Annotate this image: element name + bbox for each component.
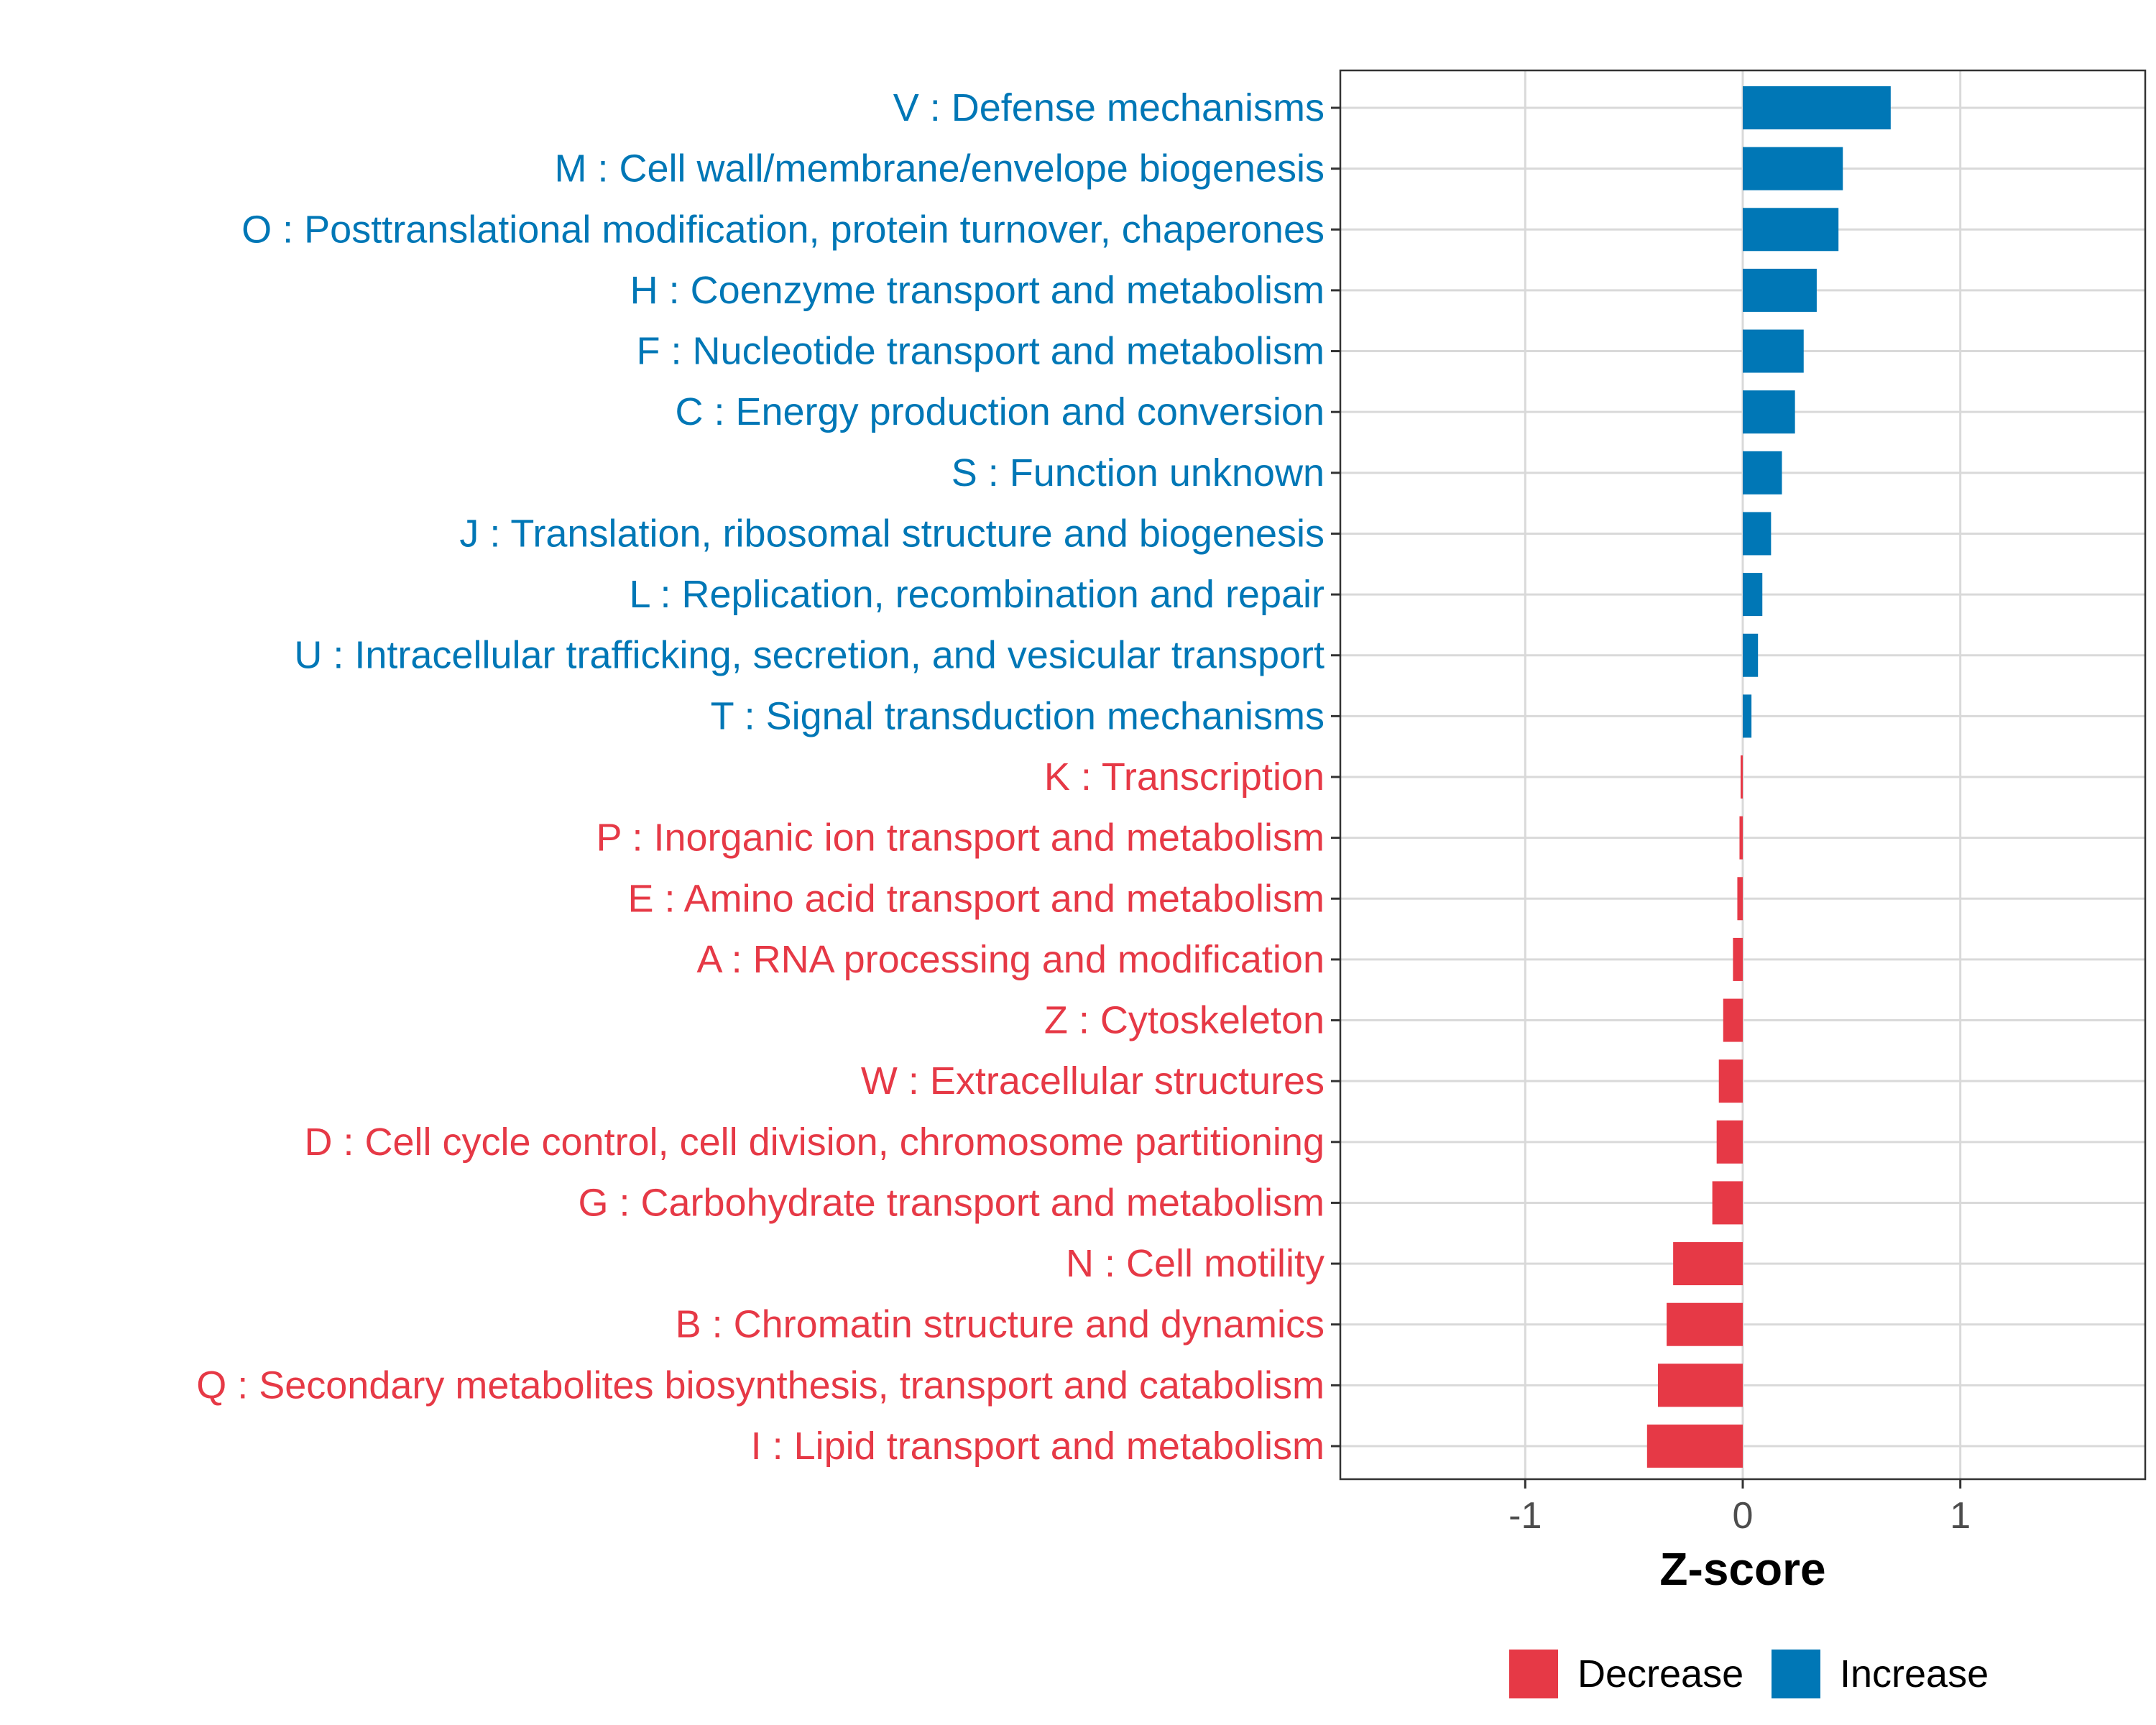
legend-key-decrease xyxy=(1509,1650,1558,1698)
bar xyxy=(1740,755,1743,799)
category-labels: V : Defense mechanisms M : Cell wall/memb… xyxy=(196,86,1325,1468)
category-label: L : Replication, recombination and repai… xyxy=(629,573,1325,616)
bar xyxy=(1743,451,1782,494)
bar xyxy=(1743,208,1839,252)
category-label: K : Transcription xyxy=(1044,755,1325,799)
category-label: J : Translation, ribosomal structure and… xyxy=(459,512,1325,555)
bar xyxy=(1673,1242,1743,1286)
bar xyxy=(1743,329,1804,373)
bar xyxy=(1667,1302,1743,1346)
category-label: W : Extracellular structures xyxy=(861,1059,1325,1103)
bar xyxy=(1723,998,1743,1042)
bar xyxy=(1712,1181,1743,1225)
category-label: M : Cell wall/membrane/envelope biogenes… xyxy=(554,147,1325,190)
x-tick-label: -1 xyxy=(1508,1495,1542,1537)
bar xyxy=(1733,937,1743,981)
category-label: N : Cell motility xyxy=(1066,1242,1325,1285)
bar xyxy=(1737,877,1743,921)
bar xyxy=(1743,633,1759,677)
legend-key-increase xyxy=(1772,1650,1820,1698)
x-tick-label: 1 xyxy=(1950,1495,1971,1537)
bar xyxy=(1743,512,1772,556)
bar xyxy=(1743,268,1817,312)
y-axis-ticks xyxy=(1331,106,1340,1448)
category-label: Q : Secondary metabolites biosynthesis, … xyxy=(196,1363,1325,1407)
bar xyxy=(1739,816,1743,860)
bar xyxy=(1743,86,1891,129)
category-label: U : Intracellular trafficking, secretion… xyxy=(294,634,1325,677)
bar xyxy=(1646,1425,1743,1468)
category-label: C : Energy production and conversion xyxy=(675,390,1325,433)
legend-label-increase: Increase xyxy=(1840,1652,1989,1696)
category-label: H : Coenzyme transport and metabolism xyxy=(630,269,1325,312)
category-label: D : Cell cycle control, cell division, c… xyxy=(304,1121,1325,1164)
bars xyxy=(1646,86,1891,1468)
bar xyxy=(1743,573,1763,617)
category-label: E : Amino acid transport and metabolism xyxy=(628,877,1325,920)
x-tick-label: 0 xyxy=(1733,1495,1754,1537)
bar xyxy=(1718,1059,1743,1103)
legend: Decrease Increase xyxy=(1509,1650,1989,1698)
category-label: V : Defense mechanisms xyxy=(893,86,1325,129)
legend-label-decrease: Decrease xyxy=(1577,1652,1743,1696)
category-label: Z : Cytoskeleton xyxy=(1044,999,1325,1042)
bar xyxy=(1743,147,1843,190)
category-label: T : Signal transduction mechanisms xyxy=(711,694,1325,737)
bar xyxy=(1657,1363,1743,1407)
category-label: I : Lipid transport and metabolism xyxy=(751,1425,1325,1468)
x-axis-title: Z-score xyxy=(1659,1543,1825,1595)
bar xyxy=(1743,390,1795,434)
category-label: A : RNA processing and modification xyxy=(697,938,1325,981)
category-label: O : Posttranslational modification, prot… xyxy=(241,208,1325,251)
x-axis-ticks: -1 0 1 xyxy=(1508,1479,1971,1537)
category-label: S : Function unknown xyxy=(952,451,1325,494)
category-label: B : Chromatin structure and dynamics xyxy=(676,1303,1325,1346)
category-label: F : Nucleotide transport and metabolism xyxy=(637,330,1325,373)
category-label: P : Inorganic ion transport and metaboli… xyxy=(596,816,1325,860)
category-label: G : Carbohydrate transport and metabolis… xyxy=(579,1181,1325,1224)
bar xyxy=(1743,694,1752,738)
bar xyxy=(1716,1120,1743,1164)
